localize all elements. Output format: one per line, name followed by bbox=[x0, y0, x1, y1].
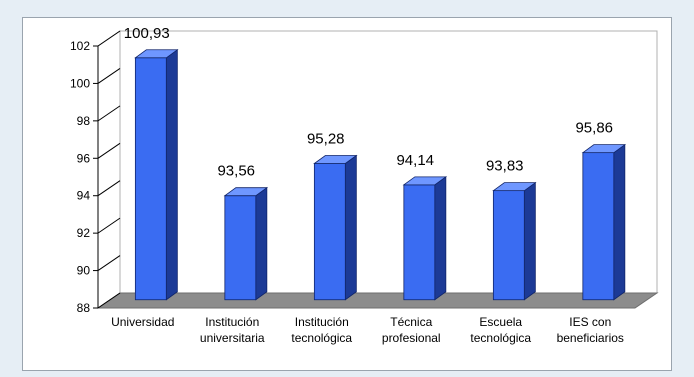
chart-floor bbox=[96, 292, 659, 309]
y-tick-depth-line bbox=[97, 255, 121, 271]
y-tick-label: 88 bbox=[77, 301, 91, 315]
data-label: 95,86 bbox=[575, 120, 613, 137]
bar-front bbox=[492, 190, 525, 301]
bar-side bbox=[613, 143, 626, 301]
x-tick-label: Universidad bbox=[111, 315, 174, 329]
y-tick-label: 102 bbox=[70, 39, 90, 53]
bar-top bbox=[223, 187, 269, 197]
x-tick-label: Técnica bbox=[390, 315, 432, 329]
bar-chart-3d: 88 90 92 94 96 98 100 102 100,93 Universidad 93,56… bbox=[70, 25, 659, 345]
bar-side bbox=[255, 186, 268, 301]
bar-top bbox=[581, 144, 627, 154]
x-tick-label: profesional bbox=[382, 331, 441, 345]
x-tick-label: IES con bbox=[569, 315, 611, 329]
x-tick-label: tecnológica bbox=[291, 331, 352, 345]
bar-top bbox=[313, 155, 358, 164]
x-tick-label: Institución bbox=[295, 315, 349, 329]
bar-top bbox=[402, 176, 448, 186]
bar-front bbox=[134, 57, 167, 301]
bar-side bbox=[344, 154, 357, 301]
data-label: 95,28 bbox=[307, 131, 345, 148]
y-tick-depth-line bbox=[97, 292, 121, 309]
bar-side bbox=[523, 181, 536, 301]
y-tick-label: 90 bbox=[77, 264, 91, 278]
back-wall bbox=[119, 30, 658, 294]
bar-front bbox=[403, 184, 436, 301]
x-tick-label: universitaria bbox=[200, 331, 265, 345]
side-wall bbox=[97, 30, 121, 309]
y-tick-label: 92 bbox=[77, 226, 91, 240]
bar-front bbox=[224, 195, 257, 301]
bar-top bbox=[492, 182, 537, 192]
bar-top bbox=[134, 49, 179, 59]
data-label: 93,83 bbox=[486, 158, 524, 175]
x-tick-label: tecnológica bbox=[470, 331, 531, 345]
data-label: 100,93 bbox=[124, 25, 170, 42]
y-tick-depth-line bbox=[97, 217, 121, 234]
x-tick-label: beneficiarios bbox=[557, 331, 624, 345]
y-tick-label: 94 bbox=[77, 189, 91, 203]
y-tick-label: 100 bbox=[70, 76, 90, 90]
y-tick-label: 98 bbox=[77, 114, 91, 128]
y-tick-depth-line bbox=[97, 142, 121, 159]
y-tick-depth-line bbox=[97, 68, 121, 84]
data-label: 94,14 bbox=[396, 152, 434, 169]
data-label: 93,56 bbox=[217, 163, 255, 180]
chart-frame: 88 90 92 94 96 98 100 102 100,93 Universidad 93,56… bbox=[22, 17, 672, 371]
bar-front bbox=[582, 152, 615, 301]
bar-front bbox=[313, 163, 346, 301]
y-tick-depth-line bbox=[97, 105, 121, 122]
bar-side bbox=[165, 48, 178, 301]
y-tick-depth-line bbox=[97, 180, 121, 197]
x-tick-label: Institución bbox=[205, 315, 259, 329]
y-tick-depth-line bbox=[97, 30, 121, 47]
x-tick-label: Escuela bbox=[479, 315, 522, 329]
bar-side bbox=[434, 176, 447, 301]
y-tick-label: 96 bbox=[77, 151, 91, 165]
